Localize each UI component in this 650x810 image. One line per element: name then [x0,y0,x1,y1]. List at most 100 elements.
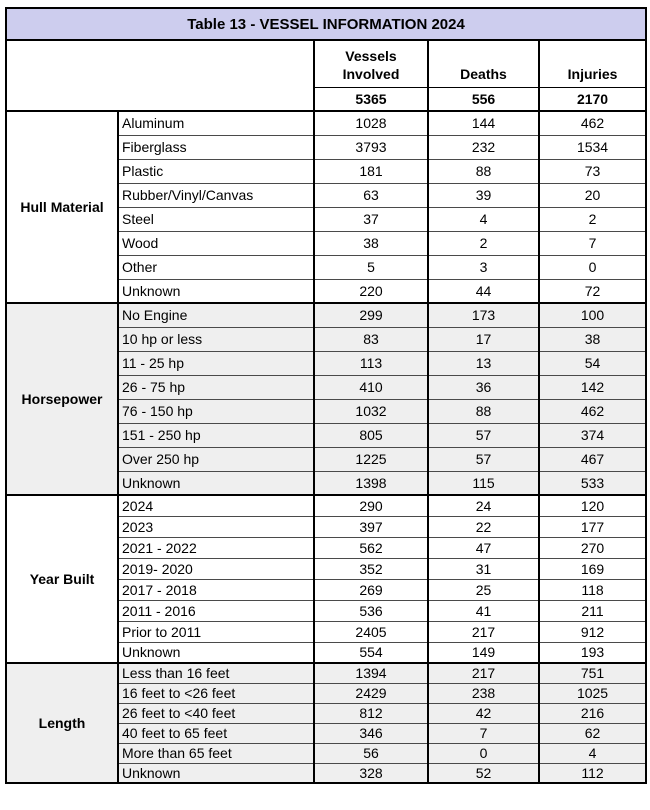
table-row: Unknown 1398 115 533 [6,470,648,496]
column-header-injuries: Injuries [537,39,648,88]
category-cell: 26 - 75 hp [117,374,315,400]
value-cell-vessels-involved: 113 [313,350,429,376]
table-row: 2021 - 2022 562 47 270 [6,536,648,559]
value-cell-vessels-involved: 5 [313,254,429,280]
value-cell-vessels-involved: 352 [313,557,429,580]
category-cell: 16 feet to <26 feet [117,682,315,704]
category-cell: Aluminum [117,110,315,136]
value-cell-deaths: 3 [427,254,540,280]
value-cell-injuries: 54 [537,350,648,376]
value-cell-vessels-involved: 38 [313,230,429,256]
value-cell-injuries: 751 [537,662,648,684]
value-cell-deaths: 217 [427,662,540,684]
value-cell-injuries: 912 [537,620,648,643]
value-cell-deaths: 24 [427,494,540,517]
value-cell-injuries: 270 [537,536,648,559]
value-cell-injuries: 374 [537,422,648,448]
table-row: 2011 - 2016 536 41 211 [6,599,648,622]
value-cell-vessels-involved: 1394 [313,662,429,684]
table-row: Unknown 220 44 72 [6,278,648,304]
value-cell-vessels-involved: 181 [313,158,429,184]
value-cell-injuries: 0 [537,254,648,280]
total-vessels-involved: 5365 [313,86,429,112]
value-cell-deaths: 47 [427,536,540,559]
value-cell-vessels-involved: 269 [313,578,429,601]
value-cell-deaths: 7 [427,722,540,744]
total-deaths: 556 [427,86,540,112]
report-page: Table 13 - VESSEL INFORMATION 2024 Vesse… [4,7,648,784]
value-cell-deaths: 173 [427,302,540,328]
category-cell: Unknown [117,470,315,496]
value-cell-injuries: 1025 [537,682,648,704]
value-cell-injuries: 216 [537,702,648,724]
value-cell-vessels-involved: 299 [313,302,429,328]
value-cell-injuries: 7 [537,230,648,256]
value-cell-injuries: 1534 [537,134,648,160]
category-cell: Plastic [117,158,315,184]
category-cell: Other [117,254,315,280]
table-row: Unknown 554 149 193 [6,641,648,664]
table-row: Prior to 2011 2405 217 912 [6,620,648,643]
category-cell: Rubber/Vinyl/Canvas [117,182,315,208]
table-row: Plastic 181 88 73 [6,158,648,184]
total-injuries: 2170 [537,86,648,112]
value-cell-deaths: 39 [427,182,540,208]
value-cell-injuries: 142 [537,374,648,400]
value-cell-deaths: 4 [427,206,540,232]
value-cell-deaths: 238 [427,682,540,704]
table-row: Year Built 2024 290 24 120 [5,494,648,664]
value-cell-vessels-involved: 1225 [313,446,429,472]
table-row: Wood 38 2 7 [6,230,648,256]
value-cell-deaths: 41 [427,599,540,622]
value-cell-injuries: 118 [537,578,648,601]
totals-row: 5365 556 2170 [6,86,648,112]
value-cell-deaths: 36 [427,374,540,400]
value-cell-injuries: 467 [537,446,648,472]
table-row: 2019- 2020 352 31 169 [6,557,648,580]
value-cell-vessels-involved: 346 [313,722,429,744]
table-row: Hull Material Aluminum 1028 144 462 [5,110,648,304]
table-row: 40 feet to 65 feet 346 7 62 [6,722,648,744]
value-cell-injuries: 169 [537,557,648,580]
category-cell: 2019- 2020 [117,557,315,580]
value-cell-vessels-involved: 1028 [313,110,429,136]
value-cell-deaths: 17 [427,326,540,352]
value-cell-injuries: 20 [537,182,648,208]
value-cell-deaths: 88 [427,158,540,184]
value-cell-injuries: 120 [537,494,648,517]
value-cell-deaths: 31 [427,557,540,580]
table-row: Unknown 328 52 112 [6,762,648,784]
value-cell-vessels-involved: 562 [313,536,429,559]
value-cell-deaths: 0 [427,742,540,764]
value-cell-injuries: 72 [537,278,648,304]
category-cell: Unknown [117,278,315,304]
value-cell-vessels-involved: 37 [313,206,429,232]
title-row: Table 13 - VESSEL INFORMATION 2024 [4,7,648,41]
value-cell-injuries: 4 [537,742,648,764]
category-cell: 2011 - 2016 [117,599,315,622]
value-cell-vessels-involved: 3793 [313,134,429,160]
category-cell: 11 - 25 hp [117,350,315,376]
value-cell-injuries: 211 [537,599,648,622]
value-cell-injuries: 62 [537,722,648,744]
value-cell-injuries: 2 [537,206,648,232]
table-row: 26 feet to <40 feet 812 42 216 [6,702,648,724]
category-cell: Over 250 hp [117,446,315,472]
table-row: 76 - 150 hp 1032 88 462 [6,398,648,424]
category-cell: 10 hp or less [117,326,315,352]
value-cell-injuries: 100 [537,302,648,328]
value-cell-deaths: 115 [427,470,540,496]
value-cell-deaths: 217 [427,620,540,643]
value-cell-injuries: 38 [537,326,648,352]
category-cell: More than 65 feet [117,742,315,764]
value-cell-vessels-involved: 1032 [313,398,429,424]
table-row: Horsepower No Engine 299 173 100 [5,302,648,496]
value-cell-vessels-involved: 220 [313,278,429,304]
value-cell-vessels-involved: 1398 [313,470,429,496]
category-cell: Prior to 2011 [117,620,315,643]
value-cell-deaths: 52 [427,762,540,784]
value-cell-deaths: 13 [427,350,540,376]
category-cell: 26 feet to <40 feet [117,702,315,724]
category-cell: Steel [117,206,315,232]
value-cell-injuries: 177 [537,515,648,538]
